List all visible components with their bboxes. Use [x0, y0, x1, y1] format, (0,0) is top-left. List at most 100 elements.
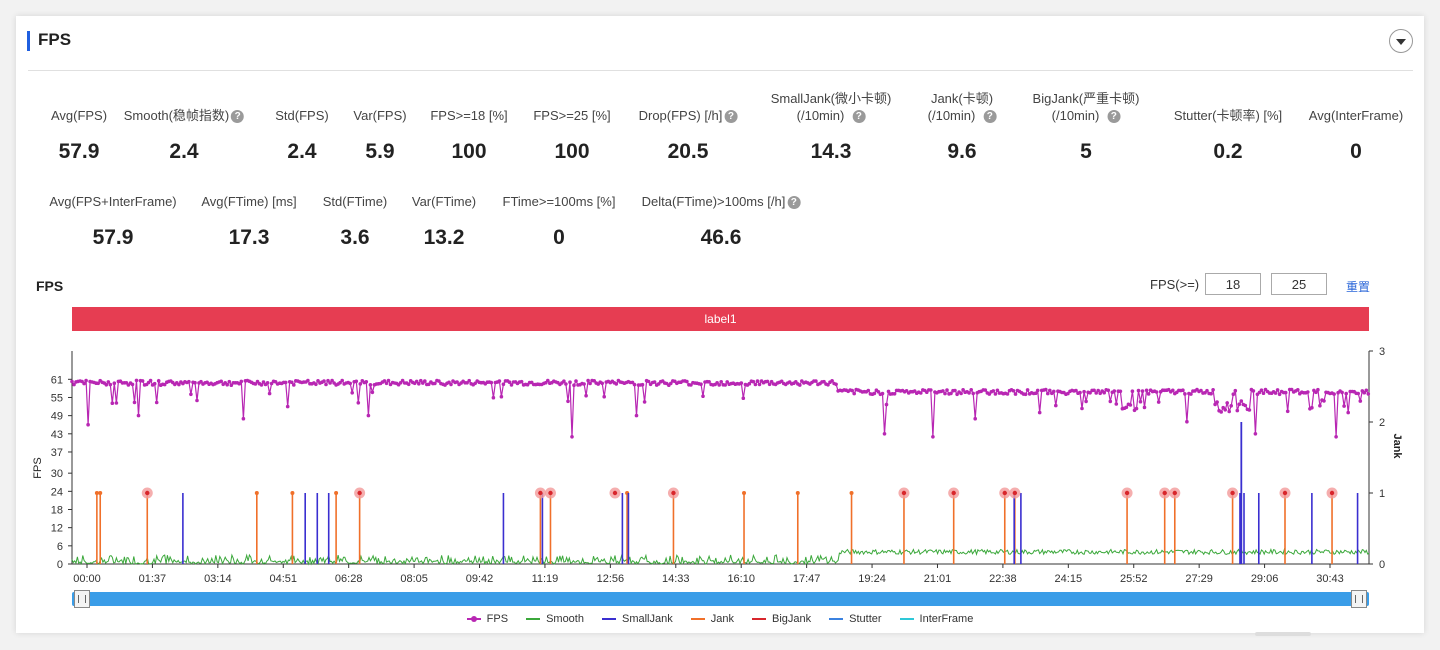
- fps-point: [852, 391, 856, 396]
- jank-point: [849, 491, 854, 495]
- reset-link[interactable]: 重置: [1346, 280, 1371, 294]
- fps-point: [1005, 392, 1010, 396]
- help-icon[interactable]: ?: [724, 110, 738, 124]
- legend-item-smalljank[interactable]: SmallJank: [601, 613, 673, 625]
- metric-row1-label-5: FPS>=25 [%]: [533, 107, 610, 124]
- collapse-button[interactable]: [1389, 29, 1413, 53]
- x-tick-label: 19:24: [858, 573, 886, 585]
- legend-swatch: [690, 618, 705, 621]
- zoom-slider-handle-left[interactable]: [74, 590, 90, 608]
- legend-item-smooth[interactable]: Smooth: [526, 613, 584, 625]
- panel-title: FPS: [38, 30, 72, 49]
- fps-point: [112, 381, 117, 386]
- jank-point: [290, 491, 295, 495]
- fps-point: [285, 404, 290, 409]
- metric-row2-value-0: 57.9: [92, 226, 134, 249]
- help-icon[interactable]: ?: [231, 110, 245, 124]
- zoom-slider-track[interactable]: [72, 592, 1369, 606]
- fps-point: [265, 381, 270, 385]
- fps-point: [219, 379, 223, 384]
- metric-label-text: Std(FTime): [322, 194, 388, 209]
- fps-point: [892, 392, 897, 396]
- fps-point: [1130, 389, 1135, 394]
- fps-threshold-input-1[interactable]: [1205, 273, 1261, 295]
- scrollbar-stub[interactable]: [1255, 632, 1311, 636]
- fps-point: [358, 382, 363, 386]
- fps-point: [1334, 435, 1338, 439]
- bigjank-point: [145, 490, 150, 496]
- metric-row1-value-9: 5: [1080, 140, 1092, 163]
- y-left-tick-label: 37: [51, 447, 63, 459]
- fps-point: [1183, 392, 1187, 396]
- y-right-tick-label: 0: [1379, 559, 1385, 571]
- fps-point: [929, 388, 933, 392]
- legend-item-interframe[interactable]: InterFrame: [899, 613, 973, 625]
- metric-label-unit: (/10min): [927, 108, 976, 123]
- legend-item-bigjank[interactable]: BigJank: [751, 613, 811, 625]
- metric-row1-value-1: 2.4: [169, 140, 199, 163]
- fps-point: [969, 388, 973, 392]
- help-icon[interactable]: ?: [787, 196, 801, 210]
- jank-point: [795, 491, 800, 495]
- fps-point: [814, 379, 818, 383]
- fps-point: [699, 382, 703, 387]
- fps-point: [1084, 399, 1088, 404]
- metric-label-text: Drop(FPS) [/h]: [638, 108, 723, 123]
- fps-point: [382, 379, 387, 383]
- y-left-tick-label: 6: [57, 541, 63, 553]
- zoom-slider-handle-right[interactable]: [1351, 590, 1367, 608]
- fps-point: [582, 382, 586, 386]
- help-icon[interactable]: ?: [1107, 110, 1121, 124]
- fps-point: [1140, 389, 1145, 393]
- bigjank-point: [357, 490, 362, 496]
- legend-swatch: [899, 618, 914, 621]
- fps-point: [356, 401, 361, 405]
- chart-legend: FPS Smooth SmallJank Jank BigJank Stutter Inte…: [0, 613, 1440, 625]
- metric-row1-label-4: FPS>=18 [%]: [430, 107, 507, 124]
- bigjank-point: [1282, 490, 1288, 496]
- fps-point: [1094, 391, 1098, 395]
- fps-point: [872, 391, 877, 396]
- fps-point: [880, 391, 885, 396]
- bigjank-point: [1329, 490, 1335, 496]
- metric-label-text: Var(FTime): [411, 194, 477, 209]
- fps-point: [467, 378, 472, 383]
- fps-point: [386, 378, 391, 383]
- fps-point: [350, 391, 355, 395]
- x-tick-label: 03:14: [204, 573, 232, 585]
- legend-item-stutter[interactable]: Stutter: [829, 613, 882, 625]
- help-icon[interactable]: ?: [983, 110, 997, 124]
- fps-point: [330, 378, 334, 383]
- legend-item-fps[interactable]: FPS: [466, 613, 508, 625]
- metric-row1-value-6: 20.5: [667, 140, 709, 163]
- fps-point: [884, 402, 889, 407]
- fps-point: [340, 378, 345, 383]
- metric-label-text: FPS>=18 [%]: [430, 108, 508, 123]
- fps-point: [1066, 391, 1070, 396]
- help-icon[interactable]: ?: [852, 110, 866, 124]
- legend-item-jank[interactable]: Jank: [690, 613, 734, 625]
- bigjank-point: [1002, 490, 1007, 496]
- fps-point: [1285, 409, 1290, 414]
- fps-point: [130, 382, 135, 387]
- fps-point: [1136, 388, 1141, 393]
- fps-point: [1358, 399, 1363, 403]
- metric-row2-value-5: 46.6: [700, 226, 742, 249]
- fps-point: [562, 379, 566, 384]
- fps-point: [455, 380, 459, 384]
- fps-point: [753, 382, 758, 387]
- fps-point: [1189, 392, 1193, 396]
- x-tick-label: 12:56: [597, 573, 625, 585]
- x-tick-label: 11:19: [532, 573, 559, 585]
- fps-threshold-input-2[interactable]: [1271, 273, 1327, 295]
- fps-point: [328, 381, 332, 385]
- fps-point: [1011, 389, 1016, 393]
- fps-point: [1114, 402, 1119, 406]
- fps-point: [886, 389, 891, 394]
- metric-row1-label-11: Avg(InterFrame): [1309, 107, 1403, 124]
- label-band[interactable]: label1: [72, 307, 1369, 331]
- fps-point: [983, 388, 988, 392]
- y-left-axis-title: FPS: [32, 457, 44, 478]
- fps-point: [1092, 388, 1096, 393]
